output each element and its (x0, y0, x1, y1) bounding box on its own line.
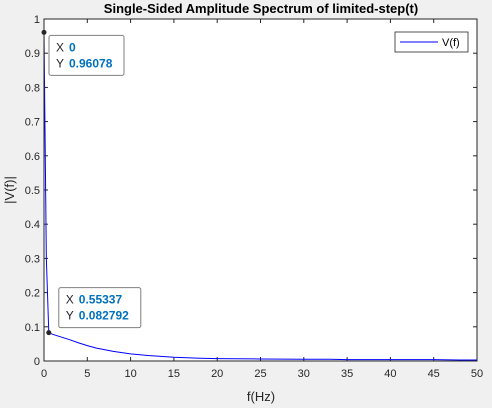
datatip-marker (46, 330, 52, 336)
datatip-x-label: X (56, 40, 64, 54)
x-axis-label: f(Hz) (247, 389, 275, 404)
y-tick-label: 0.7 (25, 117, 40, 129)
datatip-marker (41, 29, 47, 35)
datatip[interactable]: X 0.55337 Y 0.082792 (46, 287, 142, 336)
y-tick-label: 0.5 (25, 185, 40, 197)
y-tick-label: 0.1 (25, 322, 40, 334)
series-line-v-f (43, 32, 477, 361)
datatip-x-value: 0 (69, 40, 76, 54)
axes-box (43, 18, 478, 362)
y-tick-label: 1 (34, 14, 40, 26)
y-tick-label: 0.9 (25, 48, 40, 60)
x-tick-label: 25 (254, 368, 266, 380)
datatip-y-value: 0.96078 (69, 56, 113, 70)
datatip-y-label: Y (56, 56, 64, 70)
x-tick-label: 40 (384, 368, 396, 380)
chart-title: Single-Sided Amplitude Spectrum of limit… (104, 1, 418, 16)
y-tick-label: 0.6 (25, 151, 40, 163)
legend-label: V(f) (442, 37, 460, 49)
datatip-y-label: Y (66, 309, 74, 323)
y-tick-label: 0.8 (25, 82, 40, 94)
x-tick-label: 45 (428, 368, 440, 380)
datatip-x-label: X (66, 293, 74, 307)
datatip[interactable]: X 0Y 0.96078 (41, 29, 125, 76)
datatip-box (58, 287, 142, 329)
legend[interactable]: V(f) (394, 31, 469, 53)
datatip-y-value: 0.082792 (79, 309, 129, 323)
x-tick-label: 20 (211, 368, 223, 380)
datatip-x-value: 0.55337 (79, 293, 123, 307)
x-tick-label: 10 (124, 368, 136, 380)
y-axis-label: |V(f)| (2, 176, 17, 204)
y-tick-label: 0.4 (25, 219, 40, 231)
y-axis-ticks: 0 0.1 0.2 0.3 0.4 0.5 0.6 0.7 0.8 0.9 1 (25, 14, 477, 368)
x-tick-label: 35 (341, 368, 353, 380)
y-tick-label: 0.3 (25, 253, 40, 265)
y-tick-label: 0.2 (25, 288, 40, 300)
datatip-box (48, 34, 125, 76)
x-tick-label: 50 (471, 368, 483, 380)
x-tick-label: 5 (84, 368, 90, 380)
y-tick-label: 0 (34, 356, 40, 368)
x-tick-label: 0 (41, 368, 47, 380)
x-tick-label: 15 (168, 368, 180, 380)
x-tick-label: 30 (298, 368, 310, 380)
